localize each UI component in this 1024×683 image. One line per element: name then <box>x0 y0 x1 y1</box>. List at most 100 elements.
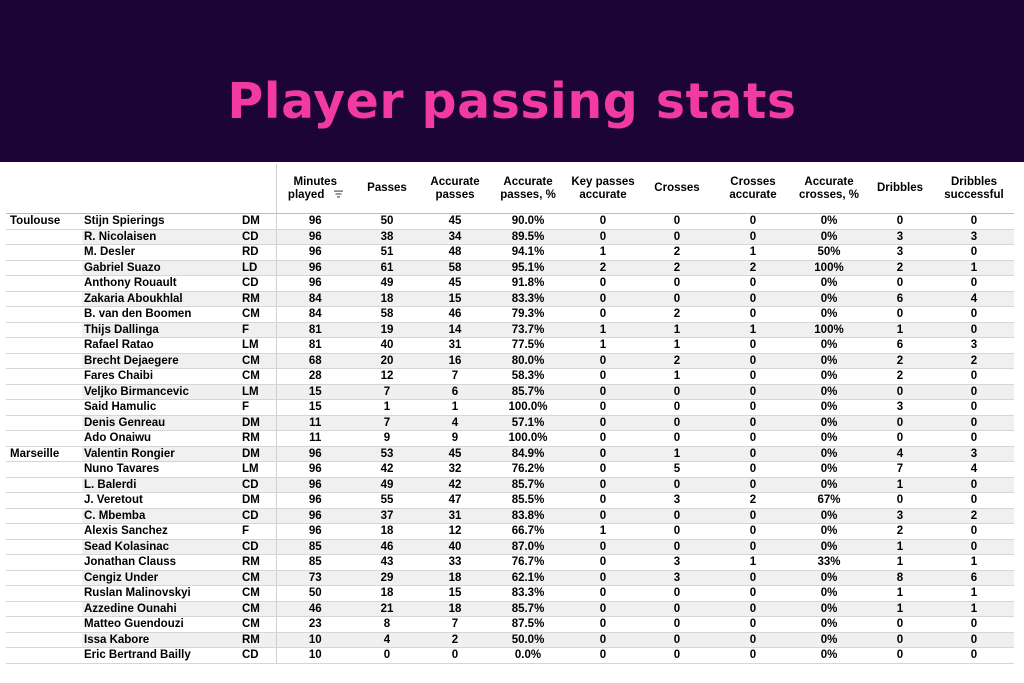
team-cell <box>6 585 82 602</box>
column-header-dribbles[interactable]: Dribbles <box>866 164 934 214</box>
stat-cell: 84 <box>275 306 354 323</box>
stat-cell: 0 <box>714 275 792 292</box>
stat-cell: 1 <box>640 446 714 462</box>
team-cell <box>6 291 82 307</box>
team-cell <box>6 415 82 431</box>
player-cell: Anthony Rouault <box>82 275 236 292</box>
stat-cell: 7 <box>420 616 490 633</box>
stat-cell: 0% <box>792 446 866 462</box>
stat-cell: 0 <box>934 539 1014 555</box>
stat-cell: 96 <box>275 229 354 245</box>
team-cell <box>6 601 82 617</box>
stat-cell: 4 <box>354 632 420 648</box>
stat-cell: 6 <box>866 291 934 307</box>
team-cell: Toulouse <box>6 213 82 230</box>
stat-cell: 2 <box>640 306 714 323</box>
column-header-accurate-crosses-pct[interactable]: Accurate crosses, % <box>792 164 866 214</box>
column-header-key-passes-accurate[interactable]: Key passes accurate <box>566 164 640 214</box>
stat-cell: 68 <box>275 353 354 369</box>
stat-cell: 0 <box>714 415 792 431</box>
player-cell: Matteo Guendouzi <box>82 616 236 633</box>
stat-cell: 3 <box>934 337 1014 354</box>
column-header-accurate-passes-pct[interactable]: Accurate passes, % <box>490 164 566 214</box>
player-cell: Alexis Sanchez <box>82 523 236 540</box>
stat-cell: 1 <box>566 337 640 354</box>
column-header-crosses-accurate[interactable]: Crosses accurate <box>714 164 792 214</box>
team-cell <box>6 260 82 276</box>
stat-cell: 0% <box>792 213 866 230</box>
stat-cell: 42 <box>420 477 490 493</box>
player-cell: Said Hamulic <box>82 399 236 416</box>
position-cell: LM <box>236 461 276 478</box>
stat-cell: 85.7% <box>490 601 566 617</box>
stat-cell: 0 <box>714 430 792 447</box>
stat-cell: 0 <box>714 399 792 416</box>
player-cell: Rafael Ratao <box>82 337 236 354</box>
stat-cell: 0% <box>792 647 866 664</box>
stat-cell: 11 <box>275 430 354 447</box>
table-row: Ado Onaiwu RM 11 9 9 100.0% 0 0 0 0% 0 0 <box>6 430 1014 447</box>
stat-cell: 42 <box>354 461 420 478</box>
stat-cell: 0% <box>792 539 866 555</box>
stat-cell: 1 <box>714 554 792 571</box>
position-cell: DM <box>236 213 276 230</box>
column-header-crosses[interactable]: Crosses <box>640 164 714 214</box>
position-cell: LD <box>236 260 276 276</box>
stat-cell: 2 <box>866 260 934 276</box>
stat-cell: 3 <box>640 492 714 509</box>
stat-cell: 15 <box>420 585 490 602</box>
stat-cell: 84 <box>275 291 354 307</box>
stat-cell: 96 <box>275 492 354 509</box>
stat-cell: 0 <box>714 461 792 478</box>
stat-cell: 45 <box>420 213 490 230</box>
stat-cell: 46 <box>354 539 420 555</box>
passing-stats-table: Minutes played Passes Accurate passes Ac… <box>6 164 1014 664</box>
stat-cell: 0 <box>640 508 714 524</box>
stat-cell: 0 <box>714 337 792 354</box>
stat-cell: 10 <box>275 632 354 648</box>
table-row: L. Balerdi CD 96 49 42 85.7% 0 0 0 0% 1 0 <box>6 477 1014 493</box>
stat-cell: 61 <box>354 260 420 276</box>
stat-cell: 0 <box>640 539 714 555</box>
stat-cell: 1 <box>866 554 934 571</box>
column-header-accurate-passes[interactable]: Accurate passes <box>420 164 490 214</box>
stat-cell: 0 <box>566 508 640 524</box>
stat-cell: 4 <box>420 415 490 431</box>
sort-descending-icon[interactable] <box>333 190 343 198</box>
stat-cell: 2 <box>640 353 714 369</box>
table-row: Ruslan Malinovskyi CM 50 18 15 83.3% 0 0 0 0% 1 1 <box>6 585 1014 602</box>
stat-cell: 0% <box>792 477 866 493</box>
table-row: Brecht Dejaegere CM 68 20 16 80.0% 0 2 0 0% 2 2 <box>6 353 1014 369</box>
stat-cell: 47 <box>420 492 490 509</box>
stat-cell: 7 <box>354 384 420 400</box>
stat-cell: 0 <box>566 229 640 245</box>
stat-cell: 91.8% <box>490 275 566 292</box>
stat-cell: 0 <box>566 632 640 648</box>
stat-cell: 0 <box>566 430 640 447</box>
page-title: Player passing stats <box>227 73 797 130</box>
stat-cell: 0 <box>714 229 792 245</box>
team-cell <box>6 229 82 245</box>
column-header-minutes-played[interactable]: Minutes played <box>275 164 354 214</box>
table-row: Fares Chaibi CM 28 12 7 58.3% 0 1 0 0% 2 0 <box>6 368 1014 385</box>
stat-cell: 3 <box>866 244 934 261</box>
column-header-dribbles-successful[interactable]: Dribbles successful <box>934 164 1014 214</box>
stat-cell: 18 <box>354 585 420 602</box>
stat-cell: 0 <box>934 384 1014 400</box>
stat-cell: 33 <box>420 554 490 571</box>
player-cell: Sead Kolasinac <box>82 539 236 555</box>
stat-cell: 0 <box>566 492 640 509</box>
player-cell: M. Desler <box>82 244 236 261</box>
stat-cell: 0% <box>792 337 866 354</box>
column-header-passes[interactable]: Passes <box>354 164 420 214</box>
table-row: Marseille Valentin Rongier DM 96 53 45 84.9% 0 1… <box>6 446 1014 462</box>
stat-cell: 9 <box>354 430 420 447</box>
table-row: Jonathan Clauss RM 85 43 33 76.7% 0 3 1 33% 1 1 <box>6 554 1014 571</box>
stat-cell: 3 <box>866 229 934 245</box>
stat-cell: 37 <box>354 508 420 524</box>
stat-cell: 48 <box>420 244 490 261</box>
stat-cell: 58 <box>354 306 420 323</box>
stat-cell: 49 <box>354 477 420 493</box>
stat-cell: 7 <box>354 415 420 431</box>
table-row: Azzedine Ounahi CM 46 21 18 85.7% 0 0 0 0% 1 1 <box>6 601 1014 617</box>
